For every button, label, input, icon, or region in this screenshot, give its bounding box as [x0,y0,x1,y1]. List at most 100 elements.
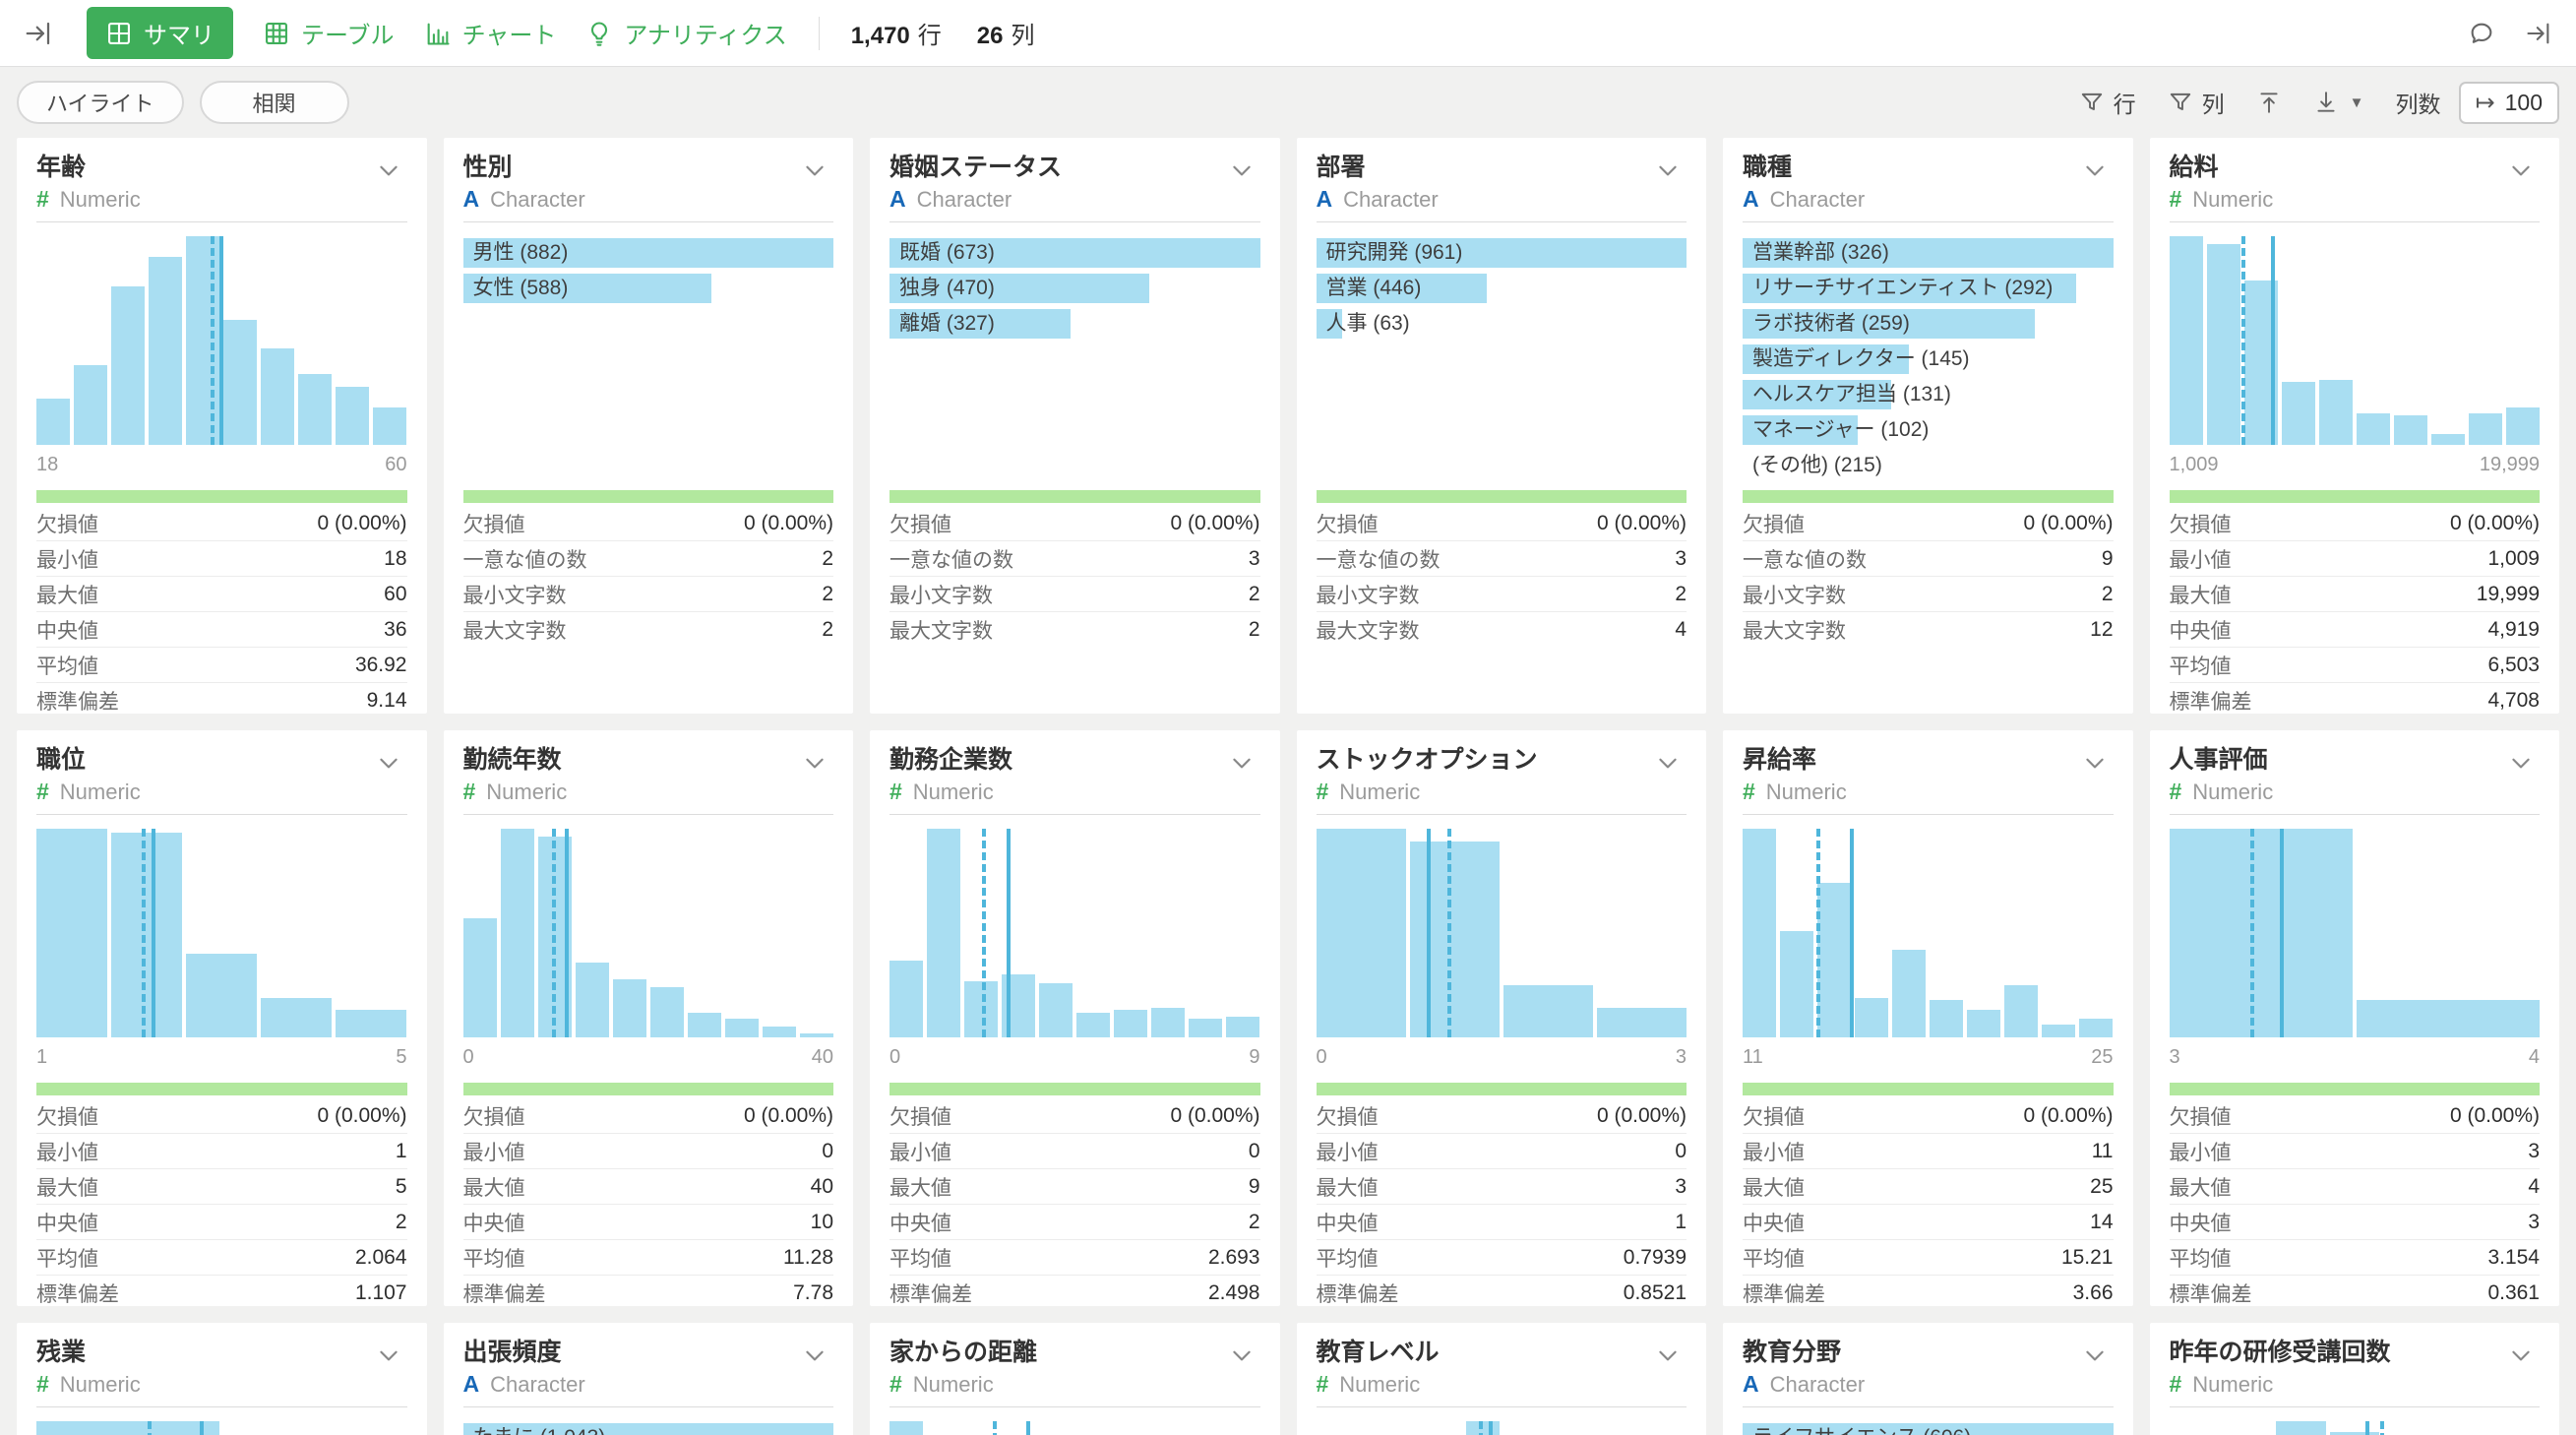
histogram-bar[interactable] [1189,1018,1223,1037]
histogram-bar[interactable] [2206,244,2240,445]
histogram-bar[interactable] [1892,949,1927,1037]
correlation-button[interactable]: 相関 [199,81,349,124]
collapse-left-panel-button[interactable] [24,19,53,48]
export-button[interactable]: ▼ [2313,90,2364,115]
card-menu-button[interactable] [370,744,407,784]
histogram-bar[interactable] [1855,997,1889,1037]
histogram-bar[interactable] [575,962,609,1037]
histogram-bar[interactable] [1076,1012,1111,1037]
card-menu-button[interactable] [2502,1337,2540,1377]
histogram-bar[interactable] [36,399,71,445]
histogram-bar[interactable] [649,987,684,1037]
category-row[interactable]: ライフサイエンス (606) [1743,1423,2114,1435]
histogram-bar[interactable] [2276,1421,2326,1435]
card-menu-button[interactable] [370,152,407,192]
histogram-bar[interactable] [687,1012,721,1037]
card-menu-button[interactable] [2502,744,2540,784]
histogram-bar[interactable] [36,1421,220,1435]
histogram-bar[interactable] [2393,415,2427,445]
histogram-bar[interactable] [1226,1016,1260,1037]
category-row[interactable]: 研究開発 (961) [1316,238,1687,268]
tab-summary[interactable]: サマリ [87,7,233,59]
histogram-bar[interactable] [500,829,534,1037]
histogram-bar[interactable] [612,978,646,1037]
category-row[interactable]: 離婚 (327) [889,309,1260,339]
histogram-bar[interactable] [2505,406,2540,445]
histogram-bar[interactable] [336,1010,407,1037]
histogram-bar[interactable] [2169,236,2203,445]
category-row[interactable]: 女性 (588) [462,274,834,303]
category-row[interactable]: リサーチサイエンティスト (292) [1743,274,2114,303]
card-menu-button[interactable] [370,1337,407,1377]
histogram-bar[interactable] [762,1027,796,1037]
card-menu-button[interactable] [796,152,833,192]
category-row[interactable]: 製造ディレクター (145) [1743,344,2114,374]
histogram-bar[interactable] [149,257,183,445]
histogram-bar[interactable] [373,406,407,445]
card-menu-button[interactable] [2502,152,2540,192]
category-row[interactable]: 営業 (446) [1316,274,1687,303]
card-menu-button[interactable] [1223,744,1260,784]
tab-table[interactable]: テーブル [263,16,395,50]
histogram-bar[interactable] [2329,1431,2379,1435]
card-menu-button[interactable] [796,1337,833,1377]
card-menu-button[interactable] [2076,152,2114,192]
category-row[interactable]: 既婚 (673) [889,238,1260,268]
card-menu-button[interactable] [1649,152,1687,192]
histogram-bar[interactable] [186,954,258,1037]
card-menu-button[interactable] [1649,1337,1687,1377]
histogram-bar[interactable] [1114,1010,1148,1037]
histogram-bar[interactable] [2356,413,2390,445]
category-row[interactable]: たまに (1,043) [462,1423,833,1435]
category-row[interactable]: (その他) (215) [1743,451,2114,480]
histogram-bar[interactable] [2042,1025,2076,1037]
collapse-right-panel-button[interactable] [2525,20,2552,47]
card-menu-button[interactable] [1649,744,1687,784]
column-limit-control[interactable]: ↦ 100 [2458,81,2559,124]
card-menu-button[interactable] [1223,152,1260,192]
histogram-bar[interactable] [2079,1018,2114,1037]
histogram-bar[interactable] [336,386,370,445]
category-row[interactable]: ヘルスケア担当 (131) [1743,380,2114,409]
card-menu-button[interactable] [1223,1337,1260,1377]
comments-button[interactable] [2468,20,2495,47]
histogram-bar[interactable] [1817,883,1852,1037]
highlight-button[interactable]: ハイライト [17,81,184,124]
histogram-bar[interactable] [462,918,497,1037]
histogram-bar[interactable] [1151,1008,1186,1037]
tab-analytics[interactable]: アナリティクス [585,16,787,50]
category-row[interactable]: 人事 (63) [1316,309,1687,339]
histogram-bar[interactable] [2468,413,2502,445]
histogram-bar[interactable] [186,236,220,445]
category-row[interactable]: 男性 (882) [462,238,833,268]
histogram-bar[interactable] [927,829,961,1037]
histogram-bar[interactable] [799,1032,833,1037]
histogram-bar[interactable] [724,1018,759,1037]
filter-columns-button[interactable]: 列 [2168,86,2225,119]
histogram-bar[interactable] [1967,1010,2001,1037]
histogram-bar[interactable] [1596,1008,1687,1037]
histogram-bar[interactable] [1743,829,1777,1037]
card-menu-button[interactable] [2076,744,2114,784]
histogram-bar[interactable] [1503,985,1593,1037]
histogram-bar[interactable] [261,997,333,1037]
histogram-bar[interactable] [2169,829,2353,1037]
histogram-bar[interactable] [223,319,258,445]
histogram-bar[interactable] [1316,829,1406,1037]
histogram-bar[interactable] [964,980,999,1037]
import-button[interactable] [2256,90,2282,115]
histogram-bar[interactable] [889,960,924,1037]
card-menu-button[interactable] [2076,1337,2114,1377]
histogram-bar[interactable] [1409,841,1500,1037]
histogram-bar[interactable] [74,365,108,445]
histogram-bar[interactable] [1780,930,1814,1037]
category-row[interactable]: 営業幹部 (326) [1743,238,2114,268]
category-row[interactable]: マネージャー (102) [1743,415,2114,445]
tab-chart[interactable]: チャート [424,16,556,50]
histogram-bar[interactable] [2281,382,2315,445]
histogram-bar[interactable] [2318,380,2353,445]
histogram-bar[interactable] [111,285,146,445]
category-row[interactable]: ラボ技術者 (259) [1743,309,2114,339]
histogram-bar[interactable] [111,833,183,1037]
card-menu-button[interactable] [796,744,833,784]
